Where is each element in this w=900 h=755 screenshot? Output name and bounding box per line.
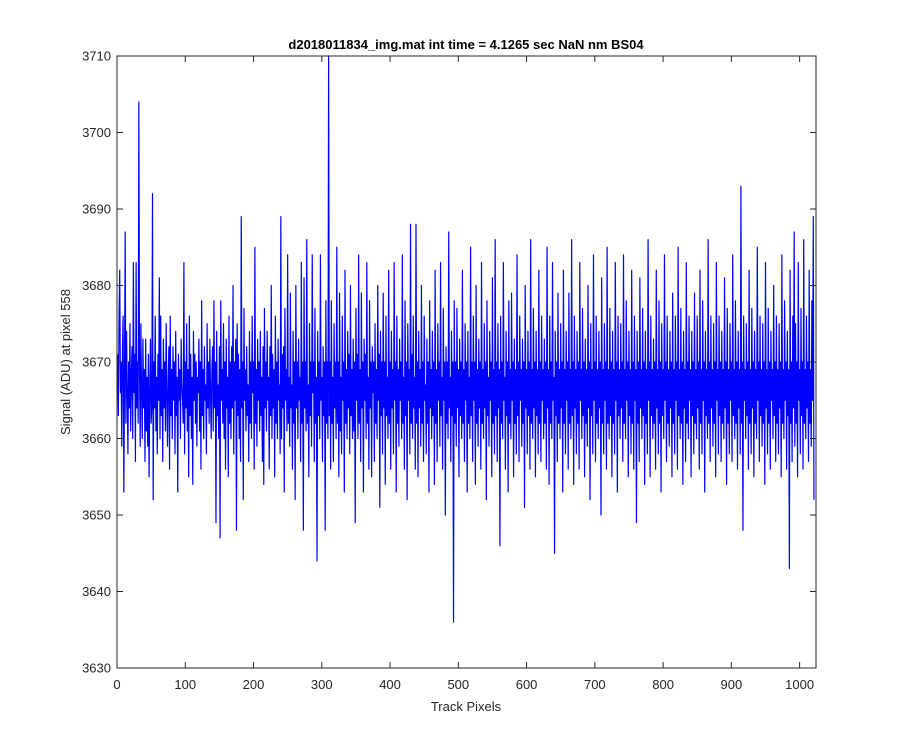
axes-box (116, 55, 817, 669)
x-tick-label: 100 (174, 677, 196, 692)
x-tick-label: 1000 (785, 677, 814, 692)
x-tick-label: 600 (516, 677, 538, 692)
x-tick-label: 400 (379, 677, 401, 692)
y-tick-label: 3630 (82, 661, 111, 676)
y-tick-label: 3710 (82, 49, 111, 64)
x-axis-label: Track Pixels (431, 699, 502, 714)
y-axis-label: Signal (ADU) at pixel 558 (58, 289, 73, 435)
chart-title: d2018011834_img.mat int time = 4.1265 se… (288, 37, 644, 52)
x-tick-label: 0 (113, 677, 120, 692)
x-tick-label: 500 (447, 677, 469, 692)
x-tick-label: 800 (652, 677, 674, 692)
y-tick-label: 3670 (82, 355, 111, 370)
y-tick-label: 3700 (82, 125, 111, 140)
y-tick-label: 3690 (82, 202, 111, 217)
y-tick-label: 3660 (82, 431, 111, 446)
x-tick-label: 300 (311, 677, 333, 692)
ticks-layer: 0 100 200 300 400 500 600 700 800 900 1000 3630 3640… (82, 49, 816, 692)
y-tick-label: 3680 (82, 278, 111, 293)
y-tick-label: 3640 (82, 584, 111, 599)
x-tick-label: 700 (584, 677, 606, 692)
series-layer (117, 55, 815, 623)
x-tick-label: 200 (243, 677, 265, 692)
series-line (117, 55, 815, 623)
x-tick-label: 900 (721, 677, 743, 692)
y-tick-label: 3650 (82, 508, 111, 523)
